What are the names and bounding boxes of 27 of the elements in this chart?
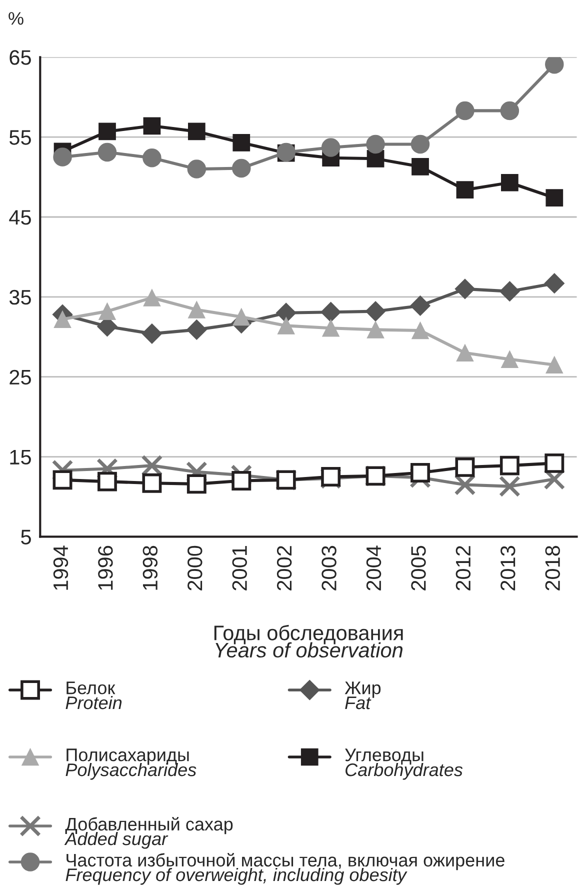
y-tick-label: 45 [9,210,31,225]
x-tick-label: 2002 [276,546,292,590]
x-tick-label: 1994 [53,546,68,590]
y-axis-title: % [8,12,24,25]
x-axis-title: Годы обследования Years of observation [214,624,403,658]
x-tick-label: 2005 [411,546,426,590]
x-tick-label: 2018 [545,546,560,590]
y-tick-label: 25 [10,370,31,385]
y-tick-label: 15 [10,450,31,465]
legend-label: Углеводы Carbohydrates [345,748,463,780]
legend-label: Белок Protein [66,682,122,710]
x-tick-label: 2012 [456,546,471,590]
x-tick-label: 2003 [322,546,336,590]
x-tick-label: 2004 [366,546,382,590]
x-tick-label: 1998 [142,546,158,590]
y-tick-label: 5 [21,530,31,544]
x-tick-label: 2013 [500,546,516,590]
y-tick-label: 65 [10,50,31,65]
legend-label: Полисахариды Polysaccharides [66,748,196,780]
legend-label: Добавленный сахар Added sugar [64,817,233,849]
x-tick-label: 2001 [232,546,247,590]
y-tick-label: 35 [9,290,31,305]
legend-label: Жир Fat [344,682,381,710]
y-tick-label: 55 [9,130,31,145]
legend-label: Частота избыточной массы тела, включая ожирение Frequency of overweight, including obesity [66,853,504,885]
x-tick-label: 2000 [188,546,202,590]
x-tick-label: 1996 [98,546,113,590]
